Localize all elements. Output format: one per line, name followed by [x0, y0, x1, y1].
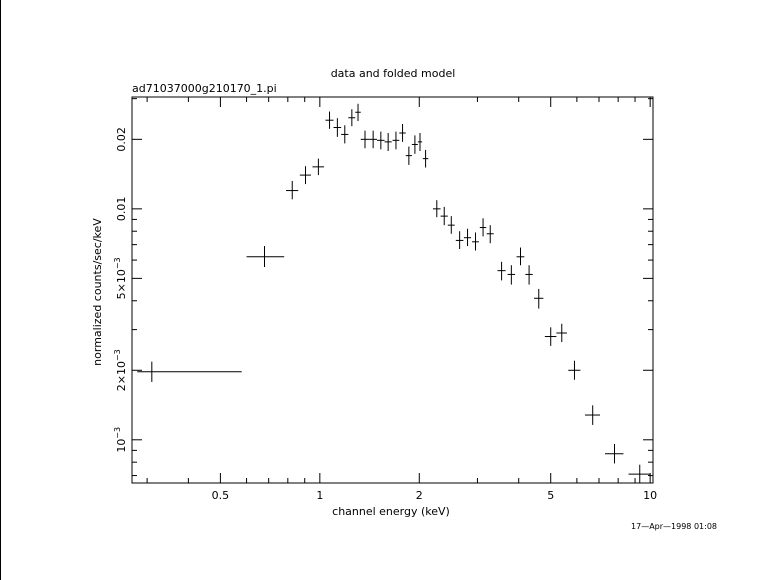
data-point	[507, 265, 516, 285]
plot-frame	[131, 96, 654, 484]
data-point	[525, 265, 533, 285]
data-point	[348, 109, 356, 127]
chart-title: data and folded model	[331, 67, 456, 80]
y-tick-label: 10−3	[113, 427, 128, 453]
y-tick-label: 5×10−3	[113, 257, 128, 299]
data-point	[137, 361, 242, 382]
data-point	[605, 443, 624, 464]
data-point	[399, 124, 406, 142]
data-point	[422, 149, 429, 168]
y-tick-label: 2×10−3	[113, 349, 128, 391]
data-point	[392, 131, 400, 150]
data-point	[369, 130, 378, 149]
y-tick-labels: 10−3 2×10−3 5×10−3 0.01 0.02	[113, 127, 128, 453]
data-point	[544, 327, 557, 346]
data-point	[556, 323, 567, 343]
data-point	[472, 232, 479, 251]
data-point	[325, 111, 334, 129]
data-point	[312, 158, 325, 176]
data-point	[405, 146, 412, 165]
data-point	[246, 246, 285, 268]
data-point	[341, 125, 349, 144]
x-tick-label: 10	[643, 489, 657, 502]
chart-subtitle: ad71037000g210170_1.pi	[132, 82, 277, 95]
data-point	[628, 464, 651, 483]
data-point	[411, 135, 418, 154]
timestamp: 17—Apr—1998 01:08	[631, 522, 717, 531]
data-point	[585, 405, 601, 425]
x-tick-label: 1	[316, 489, 323, 502]
data-points	[137, 103, 651, 483]
data-point	[417, 133, 423, 152]
x-tick-label: 2	[416, 489, 423, 502]
data-point	[440, 206, 448, 226]
x-tick-label: 5	[547, 489, 554, 502]
data-point	[534, 288, 544, 309]
data-point	[432, 200, 441, 218]
axis-ticks	[132, 97, 653, 483]
data-point	[355, 103, 361, 122]
data-point	[286, 181, 299, 200]
y-axis-label: normalized counts/sec/keV	[91, 218, 104, 366]
x-tick-labels: 0.5 1 2 5 10	[212, 489, 658, 502]
x-axis-label: channel energy (keV)	[332, 505, 450, 518]
x-tick-label: 0.5	[212, 489, 230, 502]
data-point	[568, 360, 581, 380]
data-point	[447, 216, 455, 234]
data-point	[455, 231, 464, 250]
y-tick-label: 0.01	[115, 197, 128, 222]
data-point	[463, 228, 472, 247]
data-point	[333, 118, 342, 137]
data-point	[384, 133, 392, 152]
data-point	[377, 131, 385, 150]
y-tick-label: 0.02	[115, 127, 128, 152]
data-point	[479, 218, 487, 237]
data-point	[497, 261, 506, 281]
data-point	[516, 247, 525, 266]
data-point	[486, 225, 494, 244]
data-point	[299, 166, 311, 185]
data-point	[360, 130, 370, 149]
